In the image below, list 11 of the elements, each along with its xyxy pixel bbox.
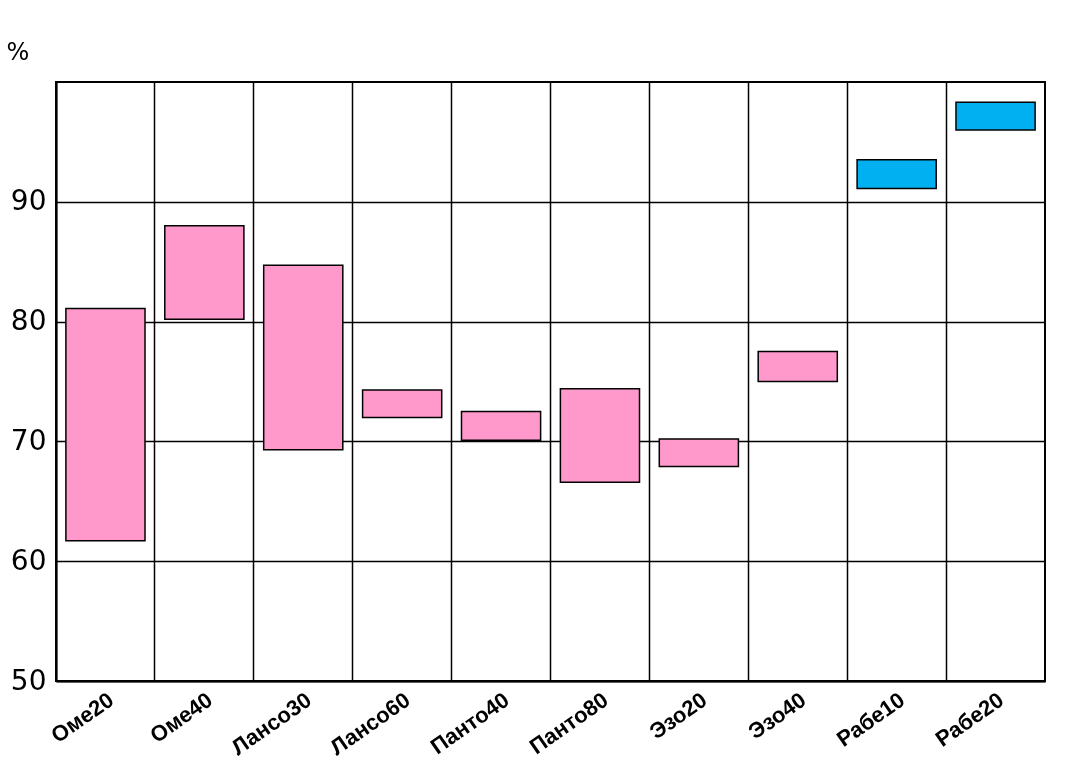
bar — [757, 350, 839, 383]
y-tick-label: 80 — [10, 304, 47, 338]
bar — [856, 159, 937, 190]
bar — [164, 225, 245, 320]
y-axis-title: % — [6, 37, 30, 66]
y-tick-label: 50 — [10, 663, 47, 697]
y-tick-label: 60 — [10, 543, 47, 577]
y-tick-label: 70 — [10, 423, 47, 457]
bar — [361, 389, 443, 419]
bar — [955, 101, 1036, 131]
y-tick-label: 90 — [10, 184, 47, 218]
